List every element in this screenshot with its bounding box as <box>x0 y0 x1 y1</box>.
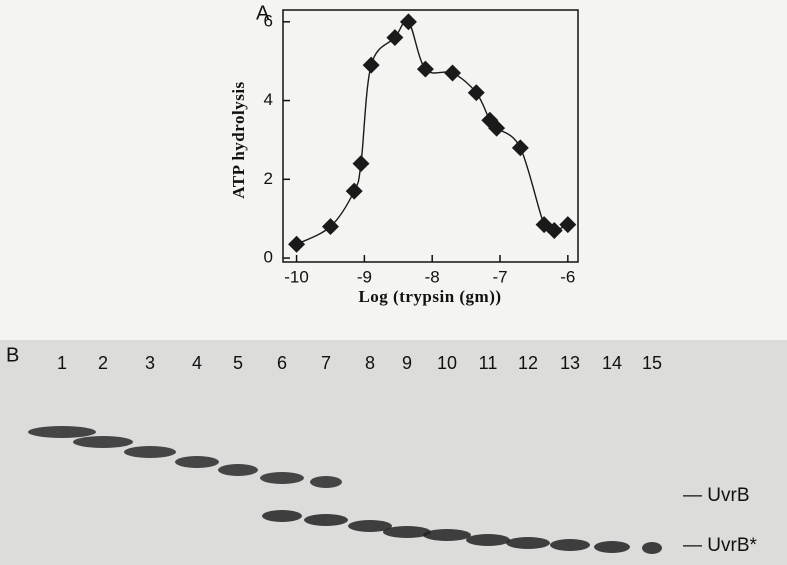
gel-band <box>73 436 133 448</box>
lane-label: 2 <box>98 353 108 373</box>
y-tick-label: 4 <box>264 90 273 109</box>
gel-band <box>175 456 219 468</box>
lane-label: 7 <box>321 353 331 373</box>
data-point <box>362 56 380 74</box>
lane-label: 3 <box>145 353 155 373</box>
lane-label: 11 <box>479 353 498 373</box>
data-point <box>488 119 506 137</box>
gel-band <box>348 520 392 532</box>
panel-label: B <box>6 344 19 366</box>
lane-label: 14 <box>602 353 622 373</box>
data-point <box>386 29 404 47</box>
gel-band <box>506 537 550 549</box>
gel-band <box>28 426 96 438</box>
data-line <box>296 19 569 245</box>
y-tick-label: 0 <box>264 248 273 267</box>
data-point <box>399 13 417 31</box>
gel-band <box>550 539 590 551</box>
lane-label: 13 <box>560 353 580 373</box>
lane-label: 15 <box>642 353 662 373</box>
band-label: — UvrB <box>683 485 750 506</box>
gel-band <box>124 446 176 458</box>
lane-label: 10 <box>437 353 457 373</box>
gel-band <box>642 542 662 554</box>
gel-band <box>218 464 258 476</box>
gel-band <box>466 534 510 546</box>
gel-band <box>304 514 348 526</box>
gel-band <box>310 476 342 488</box>
y-tick-label: 2 <box>264 169 273 188</box>
lane-label: 6 <box>277 353 287 373</box>
lane-label: 12 <box>518 353 538 373</box>
y-tick-label: 6 <box>264 11 273 30</box>
x-tick-label: -8 <box>425 267 440 286</box>
data-point <box>545 222 563 239</box>
data-point <box>559 216 577 234</box>
lane-label: 4 <box>192 353 202 373</box>
lane-label: 8 <box>365 353 375 373</box>
data-point <box>352 155 370 173</box>
data-point <box>444 64 462 82</box>
gel-band <box>260 472 304 484</box>
y-axis-label: ATP hydrolysis <box>229 81 248 198</box>
x-tick-label: -7 <box>492 267 507 286</box>
data-point <box>467 84 485 102</box>
data-point <box>416 60 434 78</box>
plot-frame <box>282 9 579 263</box>
gel-band <box>594 541 630 553</box>
gel-band <box>383 526 431 538</box>
x-axis-label: Log (trypsin (gm)) <box>358 287 501 306</box>
gel-band <box>423 529 471 541</box>
x-tick-label: -6 <box>560 267 575 286</box>
lane-label: 1 <box>57 353 67 373</box>
gel-band <box>262 510 302 522</box>
lane-label: 9 <box>402 353 412 373</box>
data-point <box>288 235 306 253</box>
panel-label: A <box>256 2 270 24</box>
lane-label: 5 <box>233 353 243 373</box>
x-tick-label: -10 <box>284 267 309 286</box>
data-point <box>511 139 529 157</box>
data-point <box>321 218 339 236</box>
band-label: — UvrB* <box>683 535 758 556</box>
data-point <box>345 182 363 200</box>
x-tick-label: -9 <box>357 267 372 286</box>
